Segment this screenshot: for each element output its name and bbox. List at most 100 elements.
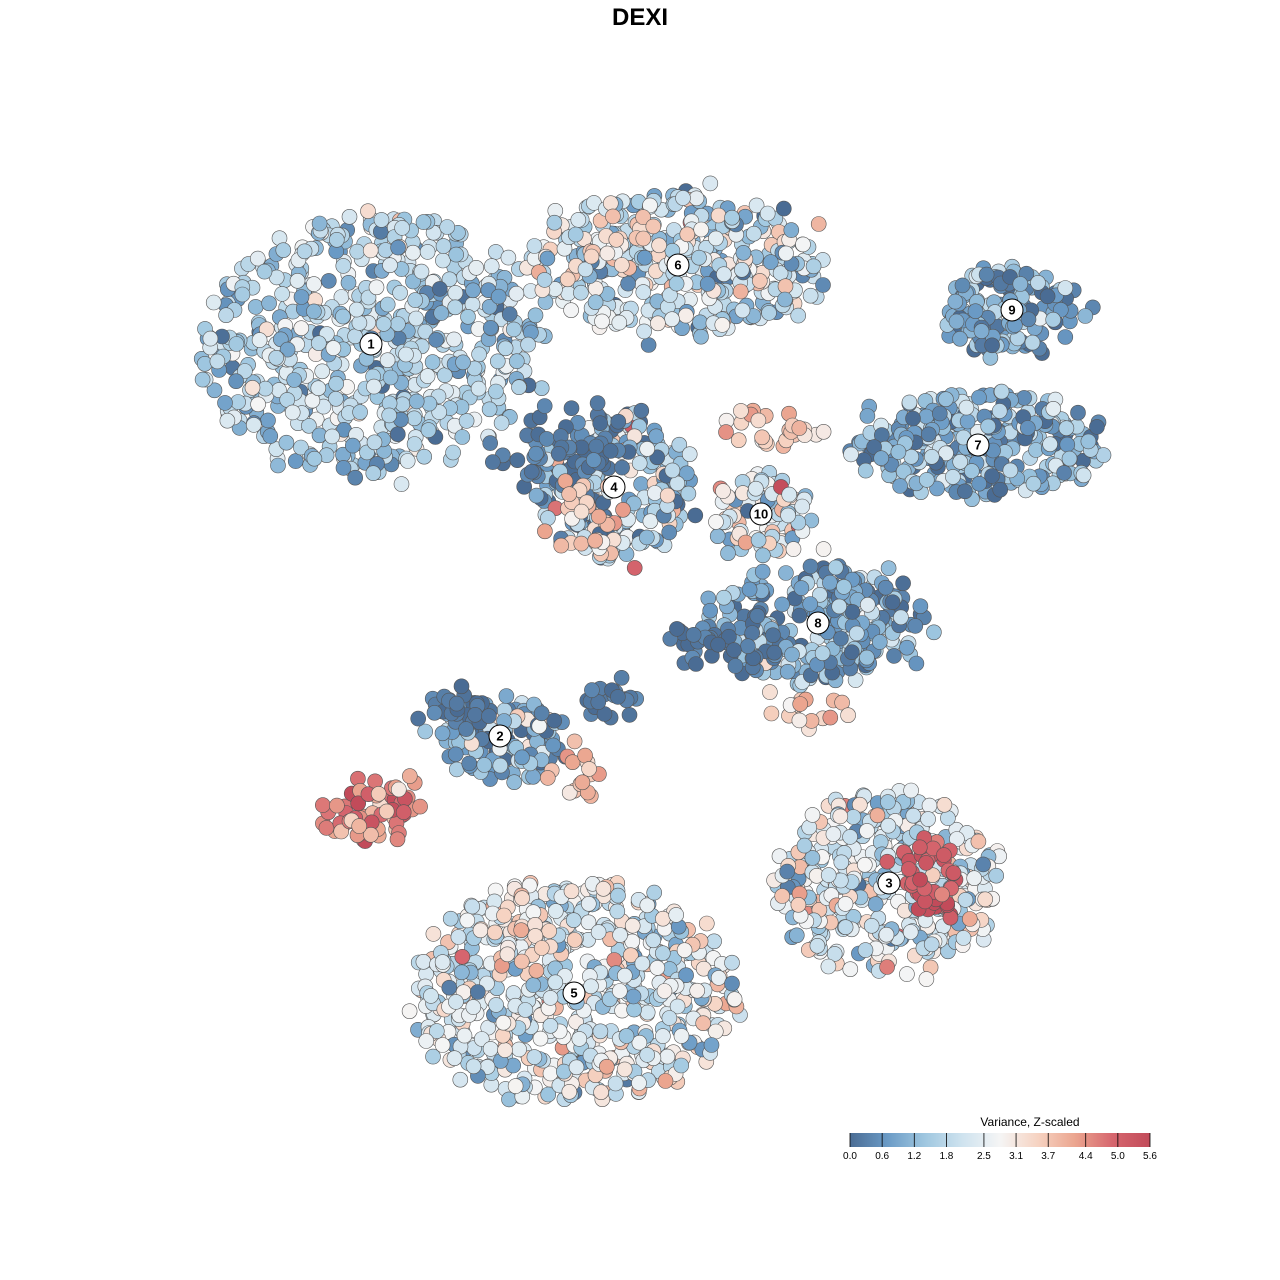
cell-point-1991 xyxy=(465,1058,482,1075)
cell-point-164 xyxy=(270,457,286,474)
cell-point-1920 xyxy=(580,895,597,912)
cell-point-2407 xyxy=(563,302,579,319)
cell-point-2414 xyxy=(735,245,752,261)
cell-point-208 xyxy=(247,299,264,315)
cell-point-1051 xyxy=(903,782,919,799)
cell-point-973 xyxy=(918,971,935,987)
cell-point-487 xyxy=(362,242,379,259)
cell-point-1680 xyxy=(639,1004,656,1021)
cluster-label-8: 8 xyxy=(806,611,830,635)
cell-point-3487 xyxy=(754,429,770,446)
cell-point-1070 xyxy=(804,807,821,823)
cell-point-1044 xyxy=(879,959,895,975)
cell-point-2662 xyxy=(905,410,921,427)
cell-point-1921 xyxy=(563,883,580,900)
cell-point-1095 xyxy=(949,831,965,847)
legend-tick-label: 0.0 xyxy=(843,1151,857,1162)
cell-point-2388 xyxy=(708,230,724,247)
cell-point-594 xyxy=(420,422,437,438)
cell-point-588 xyxy=(328,375,345,392)
cell-point-2309 xyxy=(759,205,776,222)
cell-point-2835 xyxy=(912,598,929,615)
cell-point-1940 xyxy=(707,1023,724,1040)
cell-point-582 xyxy=(399,453,416,469)
cell-point-1115 xyxy=(961,911,978,927)
cell-point-3398 xyxy=(329,797,345,814)
cell-point-1962 xyxy=(565,912,582,929)
cell-point-2342 xyxy=(802,287,819,304)
cell-point-1965 xyxy=(448,994,464,1010)
cell-point-466 xyxy=(419,368,436,384)
cell-point-2384 xyxy=(664,311,680,328)
cell-point-2277 xyxy=(810,216,827,232)
cell-point-554 xyxy=(366,378,382,395)
cell-point-563 xyxy=(490,288,507,305)
cell-point-2624 xyxy=(1070,404,1086,421)
cell-point-2704 xyxy=(1045,400,1062,417)
cell-point-573 xyxy=(256,263,273,280)
cluster-label-text: 7 xyxy=(974,438,981,453)
cell-point-1944 xyxy=(609,903,626,920)
cell-point-967 xyxy=(899,966,915,982)
cell-point-1941 xyxy=(655,1028,671,1044)
cell-point-1657 xyxy=(532,1030,549,1047)
cell-point-3350 xyxy=(613,669,630,686)
cell-point-2227 xyxy=(692,314,708,331)
cell-point-3092 xyxy=(1024,334,1041,351)
cell-point-716 xyxy=(546,712,563,729)
cell-point-1338 xyxy=(528,487,545,504)
cell-point-1989 xyxy=(726,991,743,1008)
cell-point-591 xyxy=(348,301,365,318)
cell-point-884 xyxy=(921,797,938,814)
cell-point-2285 xyxy=(559,271,576,288)
cell-point-2687 xyxy=(1056,465,1072,481)
cell-point-1969 xyxy=(703,1037,720,1053)
cell-point-1344 xyxy=(680,485,697,502)
cell-point-354 xyxy=(481,298,498,315)
legend-title: Variance, Z-scaled xyxy=(980,1115,1079,1129)
cluster-label-6: 6 xyxy=(666,253,690,277)
cell-point-1990 xyxy=(434,954,451,970)
cell-point-2971 xyxy=(831,598,848,615)
cell-point-736 xyxy=(514,749,530,766)
cell-point-1985 xyxy=(495,1014,512,1031)
cell-point-3596 xyxy=(608,232,625,248)
cell-point-735 xyxy=(498,688,515,704)
cell-point-428 xyxy=(260,412,276,429)
cell-point-739 xyxy=(461,755,478,772)
cell-point-2392 xyxy=(636,323,652,340)
cell-point-2326 xyxy=(716,266,732,283)
cell-point-578 xyxy=(365,465,382,482)
cell-point-3557 xyxy=(528,962,545,979)
cell-point-583 xyxy=(344,437,361,454)
cell-point-1111 xyxy=(796,837,813,854)
legend-tick-label: 5.6 xyxy=(1143,1151,1157,1162)
cluster-label-5: 5 xyxy=(562,981,586,1005)
cell-point-550 xyxy=(431,281,448,297)
cell-point-3415 xyxy=(378,803,395,820)
cell-point-1105 xyxy=(832,808,849,825)
cell-point-729 xyxy=(545,737,561,754)
cell-point-541 xyxy=(293,320,310,337)
cell-point-1325 xyxy=(642,513,659,530)
cell-point-2359 xyxy=(679,226,696,243)
cell-point-2897 xyxy=(899,639,915,656)
cell-point-412 xyxy=(481,401,498,418)
cell-point-3454 xyxy=(918,855,934,871)
cell-point-1810 xyxy=(657,1073,674,1089)
cell-point-1329 xyxy=(639,441,656,457)
cell-point-2379 xyxy=(675,190,691,206)
cluster-label-text: 10 xyxy=(754,507,768,522)
cell-point-3122 xyxy=(1039,288,1056,305)
cell-point-3589 xyxy=(602,195,619,211)
cell-point-730 xyxy=(533,705,550,722)
cell-point-2648 xyxy=(918,408,935,425)
cell-point-2406 xyxy=(587,294,604,311)
cell-point-2690 xyxy=(890,444,907,460)
cell-point-1316 xyxy=(687,507,704,524)
cell-point-1866 xyxy=(649,960,666,976)
cell-point-3213 xyxy=(755,547,771,564)
cell-point-3329 xyxy=(426,704,443,721)
cell-point-570 xyxy=(381,407,398,424)
